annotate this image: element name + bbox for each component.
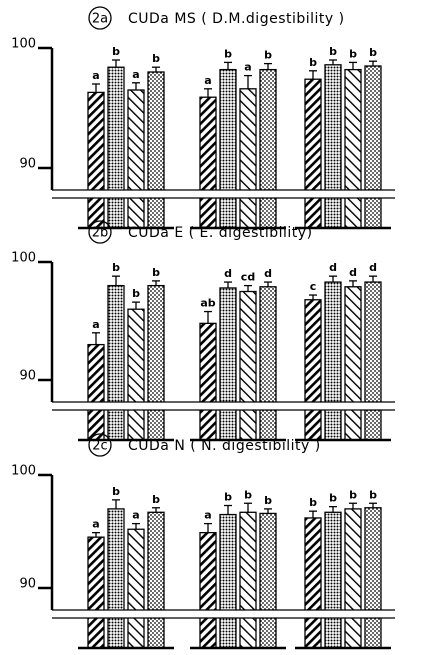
significance-letter: b xyxy=(112,45,120,58)
significance-letter: b xyxy=(369,46,377,59)
significance-letter: b xyxy=(152,266,160,279)
bar xyxy=(199,322,217,441)
panel-label-circle xyxy=(88,6,112,30)
bar xyxy=(147,284,165,441)
bar xyxy=(324,511,342,649)
bar xyxy=(344,286,362,441)
significance-letter: b xyxy=(112,261,120,274)
significance-letter: b xyxy=(224,491,232,504)
significance-letter: b xyxy=(329,45,337,58)
y-tick-label: 90 xyxy=(19,577,36,592)
axis-break xyxy=(50,402,395,410)
bar xyxy=(87,91,105,229)
bar xyxy=(127,528,145,649)
bar xyxy=(304,517,322,649)
y-tick-label: 100 xyxy=(11,251,36,266)
significance-letter: cd xyxy=(241,271,255,284)
significance-letter: b xyxy=(369,488,377,501)
bar xyxy=(304,299,322,441)
significance-letter: a xyxy=(92,69,99,82)
bar xyxy=(344,508,362,649)
bar xyxy=(239,511,257,649)
significance-letter: d xyxy=(264,267,272,280)
bar xyxy=(259,512,277,649)
significance-letter: d xyxy=(349,266,357,279)
bar xyxy=(127,89,145,229)
panel-label-circle xyxy=(88,220,112,244)
significance-letter: b xyxy=(224,47,232,60)
bar xyxy=(199,96,217,229)
panel-label-circle xyxy=(88,433,112,457)
significance-letter: a xyxy=(132,68,139,81)
panel-title: CUDa E ( E. digestibility) xyxy=(128,225,313,241)
panel-label: 2b xyxy=(92,226,109,241)
bar xyxy=(219,513,237,649)
significance-letter: d xyxy=(224,267,232,280)
bar xyxy=(107,66,125,229)
axis-break xyxy=(50,610,395,618)
significance-letter: b xyxy=(244,488,252,501)
panel-title: CUDa MS ( D.M.digestibility ) xyxy=(128,11,345,27)
bar xyxy=(147,71,165,229)
bar xyxy=(259,286,277,441)
significance-letter: b xyxy=(309,496,317,509)
significance-letter: d xyxy=(369,261,377,274)
significance-letter: c xyxy=(310,280,317,293)
bar xyxy=(87,536,105,649)
panel-label: 2c xyxy=(92,439,107,454)
bar xyxy=(219,68,237,229)
significance-letter: b xyxy=(112,485,120,498)
y-tick-label: 90 xyxy=(19,157,36,172)
significance-letter: a xyxy=(92,518,99,531)
bar xyxy=(324,281,342,441)
significance-letter: a xyxy=(204,509,211,522)
significance-letter: b xyxy=(329,492,337,505)
bar xyxy=(127,308,145,441)
significance-letter: a xyxy=(92,318,99,331)
bar xyxy=(219,287,237,441)
significance-letter: b xyxy=(309,56,317,69)
bar xyxy=(364,507,382,649)
bar xyxy=(364,281,382,441)
bar xyxy=(107,284,125,441)
bar xyxy=(239,88,257,229)
significance-letter: b xyxy=(349,488,357,501)
significance-letter: b xyxy=(264,49,272,62)
significance-letter: ab xyxy=(200,297,215,310)
bar xyxy=(324,64,342,229)
panel-label: 2a xyxy=(92,12,108,27)
bar xyxy=(239,290,257,441)
significance-letter: b xyxy=(349,47,357,60)
bar xyxy=(107,508,125,649)
bar xyxy=(344,68,362,229)
significance-letter: d xyxy=(329,261,337,274)
significance-letter: a xyxy=(132,509,139,522)
y-tick-label: 100 xyxy=(11,464,36,479)
bar xyxy=(364,65,382,229)
significance-letter: a xyxy=(244,61,251,74)
bar xyxy=(147,511,165,649)
panel-title: CUDa N ( N. digestibility ) xyxy=(128,438,321,454)
significance-letter: b xyxy=(152,493,160,506)
bar xyxy=(199,531,217,649)
axis-break xyxy=(50,190,395,198)
bar xyxy=(259,68,277,229)
bar xyxy=(87,343,105,441)
significance-letter: b xyxy=(132,287,140,300)
y-tick-label: 90 xyxy=(19,369,36,384)
y-tick-label: 100 xyxy=(11,37,36,52)
significance-letter: a xyxy=(204,74,211,87)
bar xyxy=(304,78,322,229)
significance-letter: b xyxy=(152,52,160,65)
significance-letter: b xyxy=(264,494,272,507)
